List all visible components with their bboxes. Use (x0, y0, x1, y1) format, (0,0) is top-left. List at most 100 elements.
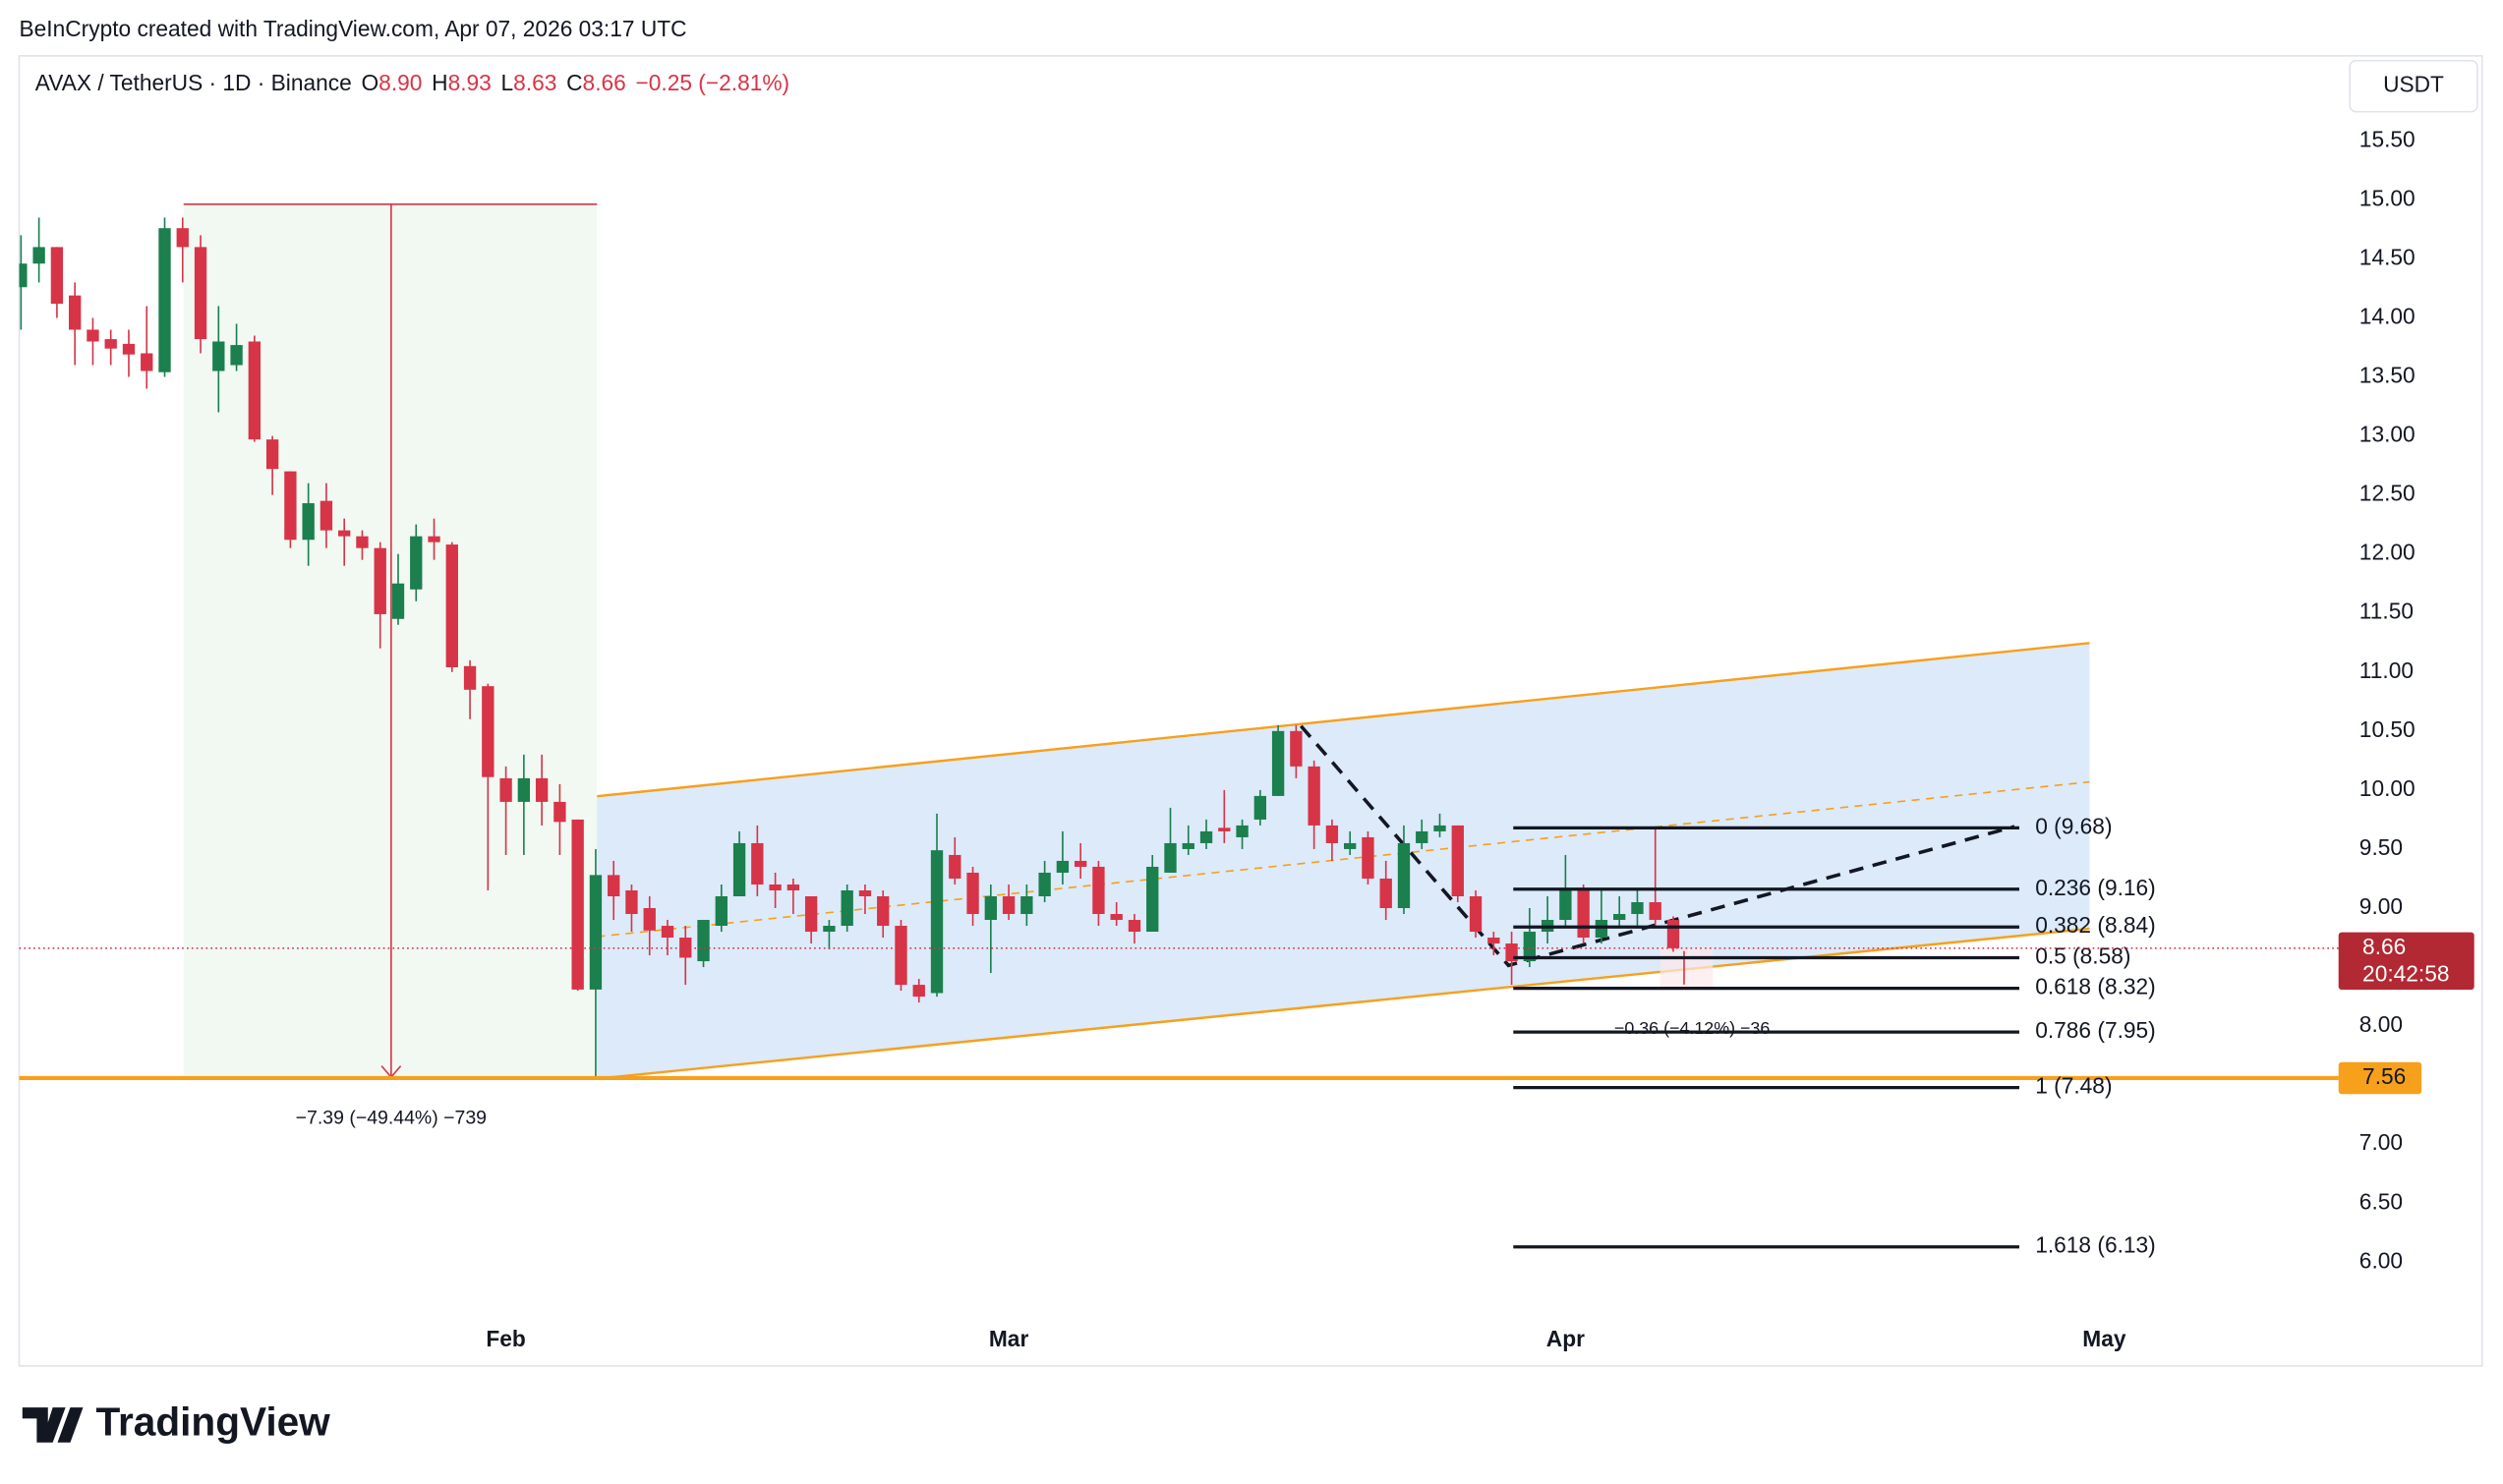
candle-body (1631, 902, 1644, 915)
fib-label: 0.236 (9.16) (2035, 875, 2156, 900)
candle-body (1649, 902, 1661, 921)
x-tick-label: May (2082, 1326, 2126, 1351)
candle-body (1362, 836, 1374, 879)
y-tick-label: 11.50 (2359, 599, 2414, 624)
candle-body (230, 345, 243, 366)
candle-body (428, 536, 440, 542)
y-tick-label: 14.00 (2359, 303, 2416, 328)
candle-body (1253, 795, 1267, 820)
currency[interactable]: USDT (2383, 72, 2444, 97)
candle-body (823, 926, 836, 933)
legend-change: −0.25 (−2.81%) (636, 70, 790, 95)
y-tick-label: 6.00 (2359, 1247, 2403, 1273)
annotation: −7.39 (−49.44%) −739 (296, 1107, 487, 1128)
y-tick-label: 9.00 (2359, 893, 2403, 919)
countdown: 20:42:58 (2362, 960, 2449, 986)
candle-body (141, 353, 153, 371)
candle-body (1074, 860, 1087, 867)
candle-body (751, 842, 764, 885)
candle-body (463, 665, 477, 690)
candle-body (1344, 842, 1357, 849)
candle-body (176, 228, 189, 248)
legend-key: C (566, 70, 582, 95)
candle-body (104, 339, 117, 349)
y-tick-label: 8.00 (2359, 1011, 2403, 1037)
last-price-label: 8.66 (2362, 934, 2406, 959)
symbol: AVAX / TetherUS · 1D · Binance (35, 70, 352, 95)
candle-body (895, 926, 907, 986)
candle-body (32, 247, 45, 264)
y-tick-label: 12.50 (2359, 481, 2416, 506)
channel-upper (597, 642, 2090, 798)
candle-body (1559, 889, 1572, 921)
legend-value: 8.63 (513, 70, 556, 95)
candle-body (625, 889, 638, 915)
legend-value: 8.93 (448, 70, 492, 95)
x-tick-label: Mar (989, 1326, 1029, 1351)
annotation: −0.36 (−4.12%) −36 (1614, 1018, 1770, 1038)
candle-body (1092, 866, 1105, 915)
y-tick-label: 12.00 (2359, 540, 2416, 565)
candle-body (1397, 842, 1411, 909)
last-price-box (2338, 932, 2474, 991)
candle-body (284, 471, 297, 541)
brand: TradingView (95, 1399, 330, 1445)
candle-body (68, 295, 82, 330)
candle-body (984, 895, 997, 921)
candle-body (410, 536, 423, 590)
candle-body (1416, 830, 1428, 843)
candle-body (949, 854, 961, 879)
fib-label: 0 (9.68) (2035, 813, 2112, 838)
candle-body (661, 926, 674, 939)
candle-body (1271, 730, 1285, 796)
support-label: 7.56 (2362, 1063, 2406, 1089)
currency-box[interactable] (2349, 59, 2478, 113)
candle-body (1110, 914, 1123, 921)
y-tick-label: 10.00 (2359, 775, 2416, 801)
candle-body (482, 686, 495, 777)
candle-body (1218, 828, 1231, 831)
legend-value: 8.66 (583, 70, 626, 95)
candle-body (1182, 842, 1194, 849)
candle-body (571, 819, 584, 990)
y-tick-label: 7.00 (2359, 1129, 2403, 1155)
candle-body (732, 842, 746, 896)
candle-body (1236, 825, 1249, 837)
candle-body (912, 985, 925, 998)
candle-body (841, 889, 853, 927)
candle-body (553, 801, 566, 823)
candle-body (1038, 872, 1051, 896)
candle-body (1577, 889, 1590, 939)
candle-body (212, 341, 225, 371)
candle-body (356, 536, 369, 548)
header: BeInCrypto created with TradingView.com,… (20, 16, 687, 41)
fib-label: 1.618 (6.13) (2035, 1232, 2156, 1258)
logo-icon (22, 1407, 84, 1443)
path-projection (1299, 724, 2015, 968)
legend-key: O (362, 70, 379, 95)
candle-body (608, 875, 620, 896)
candle-body (715, 895, 728, 927)
candle-body (1595, 920, 1608, 939)
x-tick-label: Apr (1546, 1326, 1585, 1351)
candle-body (786, 884, 800, 890)
candle-body (19, 263, 28, 288)
y-tick-label: 6.50 (2359, 1188, 2403, 1214)
candle-body (302, 503, 315, 541)
y-tick-label: 14.50 (2359, 244, 2416, 269)
candle-body (1290, 730, 1303, 767)
frame (18, 55, 2483, 1367)
legend-key: L (501, 70, 514, 95)
candle-body (338, 530, 351, 537)
fib-label: 0.5 (8.58) (2035, 942, 2130, 968)
candle-body (643, 908, 656, 931)
y-tick-label: 13.00 (2359, 422, 2416, 447)
drawings (183, 203, 2090, 1080)
candle-body (589, 875, 603, 990)
x-tick-label: Feb (486, 1326, 525, 1351)
fib-label: 0.786 (7.95) (2035, 1017, 2156, 1043)
legend-key: H (432, 70, 447, 95)
candle-body (1020, 895, 1033, 915)
candle-body (769, 884, 782, 890)
